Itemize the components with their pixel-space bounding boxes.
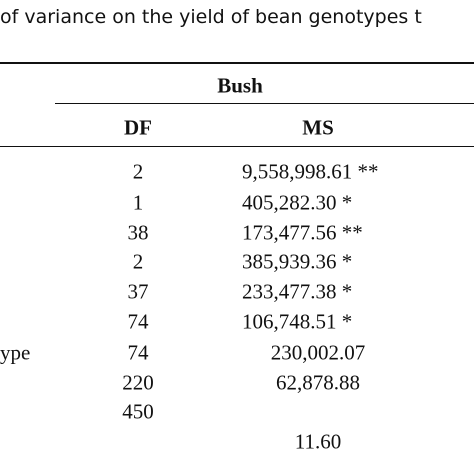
column-header: DF (124, 115, 152, 140)
df-cell: 450 (122, 399, 154, 424)
ms-cell: 106,748.51 * (242, 309, 353, 334)
df-cell: 38 (127, 220, 149, 245)
df-cell: 74 (127, 340, 149, 365)
ms-cell: 173,477.56 ** (242, 220, 363, 245)
df-cell: 220 (122, 370, 154, 395)
header-rule (0, 146, 474, 147)
top-rule (0, 62, 474, 64)
df-cell: 2 (132, 249, 144, 274)
df-cell: 74 (127, 309, 149, 334)
group-rule (55, 103, 474, 104)
ms-cell: 230,002.07 (270, 340, 366, 365)
ms-cell: 11.60 (294, 429, 342, 454)
group-header: Bush (217, 73, 263, 98)
df-cell: 2 (132, 159, 144, 184)
ms-cell: 62,878.88 (276, 370, 360, 395)
ms-cell: 385,939.36 * (242, 249, 353, 274)
ms-cell: 9,558,998.61 ** (242, 159, 379, 184)
df-cell: 1 (132, 190, 144, 215)
df-cell: 37 (127, 279, 149, 304)
column-header: MS (302, 115, 334, 140)
ms-cell: 405,282.30 * (242, 190, 353, 215)
title: of variance on the yield of bean genotyp… (0, 6, 422, 28)
ms-cell: 233,477.38 * (242, 279, 353, 304)
row-source: ype (0, 340, 31, 365)
